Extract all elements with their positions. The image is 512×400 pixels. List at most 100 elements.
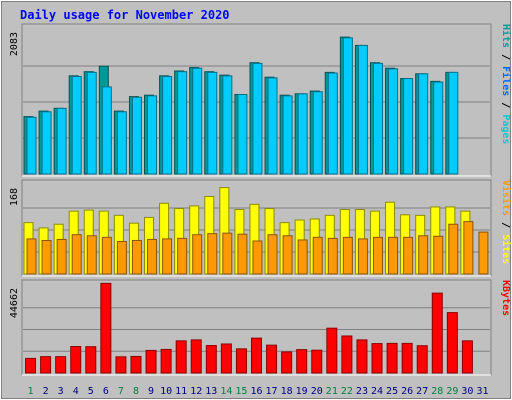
y-max-label-visits: 168 — [9, 188, 20, 206]
bar-visits-sites-30 — [463, 221, 474, 275]
y-max-label-hits: 2083 — [9, 32, 20, 56]
bar-hits-files-12 — [192, 67, 203, 175]
bar-kbytes-kbytes-22 — [341, 335, 353, 374]
bar-visits-sites-19 — [297, 239, 308, 275]
bar-hits-files-20 — [312, 91, 323, 175]
bar-visits-sites-18 — [282, 235, 293, 275]
bar-hits-files-19 — [297, 93, 308, 175]
bar-visits-sites-3 — [56, 238, 67, 275]
x-tick-label: 8 — [133, 386, 139, 397]
bar-visits-sites-10 — [162, 238, 173, 275]
bar-kbytes-kbytes-7 — [115, 356, 127, 374]
legend-item: Sites — [500, 234, 512, 264]
x-tick-label: 14 — [220, 386, 232, 397]
bar-kbytes-kbytes-17 — [266, 344, 278, 374]
x-tick-label: 17 — [266, 386, 278, 397]
bar-hits-files-17 — [267, 77, 278, 175]
bar-hits-files-16 — [252, 62, 263, 175]
x-tick-label: 16 — [250, 386, 262, 397]
bar-kbytes-kbytes-27 — [416, 345, 428, 374]
bar-kbytes-kbytes-11 — [175, 340, 187, 374]
x-tick-label: 22 — [341, 386, 353, 397]
x-tick-label: 24 — [371, 386, 383, 397]
bar-kbytes-kbytes-6 — [100, 282, 112, 374]
bar-kbytes-kbytes-1 — [25, 357, 37, 374]
x-tick-label: 7 — [118, 386, 124, 397]
bar-hits-files-4 — [71, 76, 82, 175]
bar-hits-files-18 — [282, 95, 293, 175]
bar-hits-files-10 — [162, 76, 173, 175]
bar-hits-files-28 — [433, 81, 444, 175]
bar-kbytes-kbytes-5 — [85, 346, 97, 374]
bar-kbytes-kbytes-21 — [326, 327, 338, 374]
bar-visits-sites-17 — [267, 234, 278, 275]
bar-hits-files-9 — [147, 95, 158, 175]
bar-kbytes-kbytes-16 — [251, 337, 262, 374]
y-max-label-kbytes: 44662 — [9, 288, 20, 318]
panel-hits: 2083 Hits / Files / Pages — [9, 23, 512, 177]
legend-item: Hits — [500, 24, 512, 48]
bar-hits-files-14 — [222, 75, 233, 175]
legend-kbytes: KBytes — [500, 280, 511, 316]
bar-visits-sites-31 — [478, 231, 489, 275]
bar-hits-files-22 — [342, 37, 353, 175]
x-tick-label: 5 — [88, 386, 94, 397]
bar-hits-files-27 — [418, 73, 429, 175]
bar-hits-files-6 — [101, 86, 112, 175]
legend-item: Visits — [500, 180, 512, 216]
bar-hits-files-24 — [372, 62, 383, 175]
bar-visits-sites-21 — [327, 237, 338, 275]
bar-kbytes-kbytes-29 — [446, 312, 458, 374]
panel-kbytes: 44662 KBytes — [9, 279, 511, 376]
bar-visits-sites-7 — [116, 241, 127, 275]
x-tick-label: 23 — [356, 386, 368, 397]
x-tick-label: 15 — [235, 386, 247, 397]
bar-visits-sites-13 — [207, 233, 218, 275]
bar-kbytes-kbytes-19 — [296, 349, 308, 374]
x-tick-label: 20 — [311, 386, 323, 397]
x-tick-label: 28 — [431, 386, 443, 397]
x-tick-label: 6 — [103, 386, 109, 397]
x-tick-label: 2 — [43, 386, 49, 397]
bar-kbytes-kbytes-15 — [235, 348, 247, 374]
bar-hits-files-23 — [357, 44, 368, 175]
bar-visits-sites-29 — [448, 223, 459, 275]
legend-hits: Hits / Files / Pages — [500, 24, 512, 144]
bar-visits-sites-20 — [312, 236, 323, 275]
bar-visits-sites-22 — [342, 236, 353, 275]
bar-visits-sites-1 — [26, 238, 37, 275]
bar-visits-sites-15 — [237, 233, 248, 275]
bar-visits-sites-2 — [41, 239, 52, 275]
bar-visits-sites-8 — [131, 239, 142, 275]
bar-kbytes-kbytes-4 — [70, 346, 82, 374]
bar-visits-sites-14 — [222, 232, 233, 275]
bar-hits-files-11 — [177, 71, 188, 175]
bar-hits-files-15 — [237, 93, 248, 175]
x-tick-label: 12 — [190, 386, 202, 397]
bar-hits-files-8 — [131, 96, 142, 175]
bar-hits-files-2 — [41, 111, 52, 175]
bar-visits-sites-9 — [147, 238, 158, 275]
panel-visits: 168 Visits / Sites — [9, 179, 512, 277]
x-tick-label: 25 — [386, 386, 398, 397]
bar-kbytes-kbytes-24 — [371, 343, 383, 374]
bar-kbytes-kbytes-28 — [431, 292, 443, 374]
bar-visits-sites-4 — [71, 234, 82, 275]
legend-separator: / — [500, 48, 511, 66]
bar-kbytes-kbytes-10 — [160, 348, 172, 374]
bar-hits-files-25 — [388, 68, 399, 175]
x-tick-label: 31 — [476, 386, 488, 397]
bar-kbytes-kbytes-30 — [461, 340, 473, 374]
bar-kbytes-kbytes-14 — [220, 343, 232, 374]
x-tick-label: 13 — [205, 386, 217, 397]
bar-visits-sites-16 — [252, 240, 263, 275]
bar-kbytes-kbytes-9 — [145, 349, 157, 374]
x-tick-label: 30 — [461, 386, 473, 397]
bar-visits-sites-26 — [403, 236, 414, 275]
bar-visits-sites-27 — [418, 235, 429, 275]
bar-kbytes-kbytes-13 — [205, 345, 217, 374]
x-tick-label: 4 — [73, 386, 79, 397]
bar-kbytes-kbytes-26 — [401, 342, 413, 374]
x-tick-label: 26 — [401, 386, 413, 397]
